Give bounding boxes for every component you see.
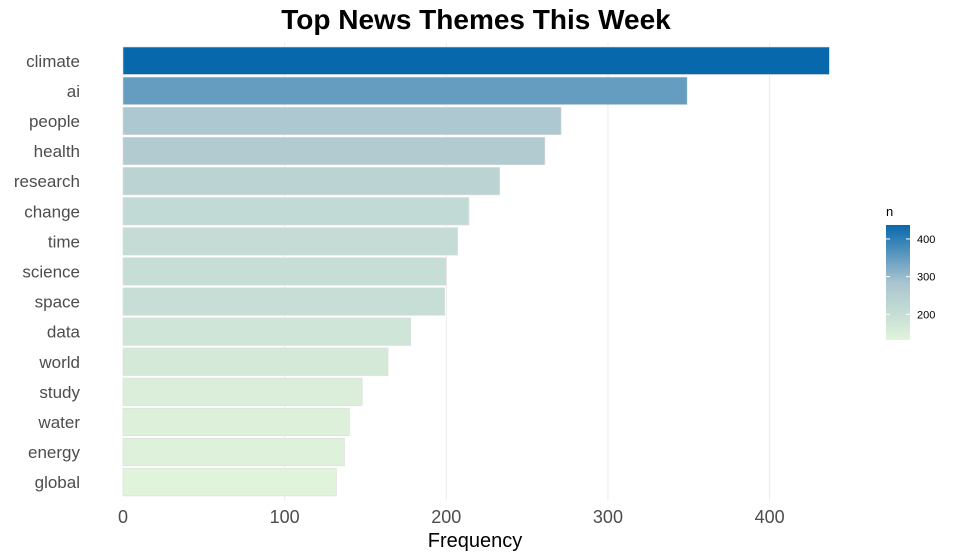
x-tick-label: 300 (593, 507, 623, 527)
y-tick-label-world: world (38, 353, 80, 372)
y-tick-label-people: people (29, 112, 80, 131)
bar-people (122, 106, 562, 135)
bar-change (122, 197, 470, 226)
bar-research (122, 167, 500, 196)
bar-climate (122, 46, 830, 75)
bar-energy (122, 437, 345, 467)
y-tick-label-data: data (47, 323, 81, 342)
legend-tick-label: 300 (917, 272, 935, 284)
chart-title: Top News Themes This Week (281, 4, 671, 35)
y-tick-label-space: space (35, 293, 80, 312)
x-tick-label: 0 (118, 507, 128, 527)
bar-space (122, 287, 445, 316)
bar-science (122, 257, 447, 286)
y-tick-label-energy: energy (28, 443, 80, 462)
y-tick-label-health: health (34, 142, 80, 161)
bar-data (122, 317, 412, 346)
x-axis-ticks: 0 100 200 300 400 (118, 507, 785, 527)
bar-world (122, 347, 389, 376)
legend-ticks: 200 300 400 (886, 234, 935, 321)
y-tick-label-change: change (24, 202, 80, 221)
y-tick-label-study: study (39, 383, 80, 402)
legend-tick-label: 400 (917, 234, 935, 246)
y-tick-label-ai: ai (67, 82, 80, 101)
bar-water (122, 407, 350, 437)
x-tick-label: 100 (270, 507, 300, 527)
y-tick-label-climate: climate (26, 52, 80, 71)
bar-ai (122, 76, 688, 105)
y-tick-label-science: science (22, 262, 80, 281)
legend-tick-label: 200 (917, 309, 935, 321)
legend-title: n (886, 204, 893, 219)
x-tick-label: 400 (755, 507, 785, 527)
color-legend: n 200 300 400 (886, 204, 935, 340)
y-tick-label-global: global (35, 473, 80, 492)
x-axis-title: Frequency (428, 530, 523, 552)
legend-colorbar (886, 225, 910, 340)
y-tick-label-water: water (37, 413, 80, 432)
bar-study (122, 377, 363, 406)
bar-global (122, 468, 337, 497)
x-tick-label: 200 (431, 507, 461, 527)
bar-health (122, 137, 546, 166)
y-tick-label-time: time (48, 232, 80, 251)
bars (122, 46, 830, 497)
y-tick-label-research: research (14, 172, 80, 191)
bar-time (122, 227, 458, 256)
y-axis-labels: climate ai people health research change time s… (14, 52, 81, 492)
